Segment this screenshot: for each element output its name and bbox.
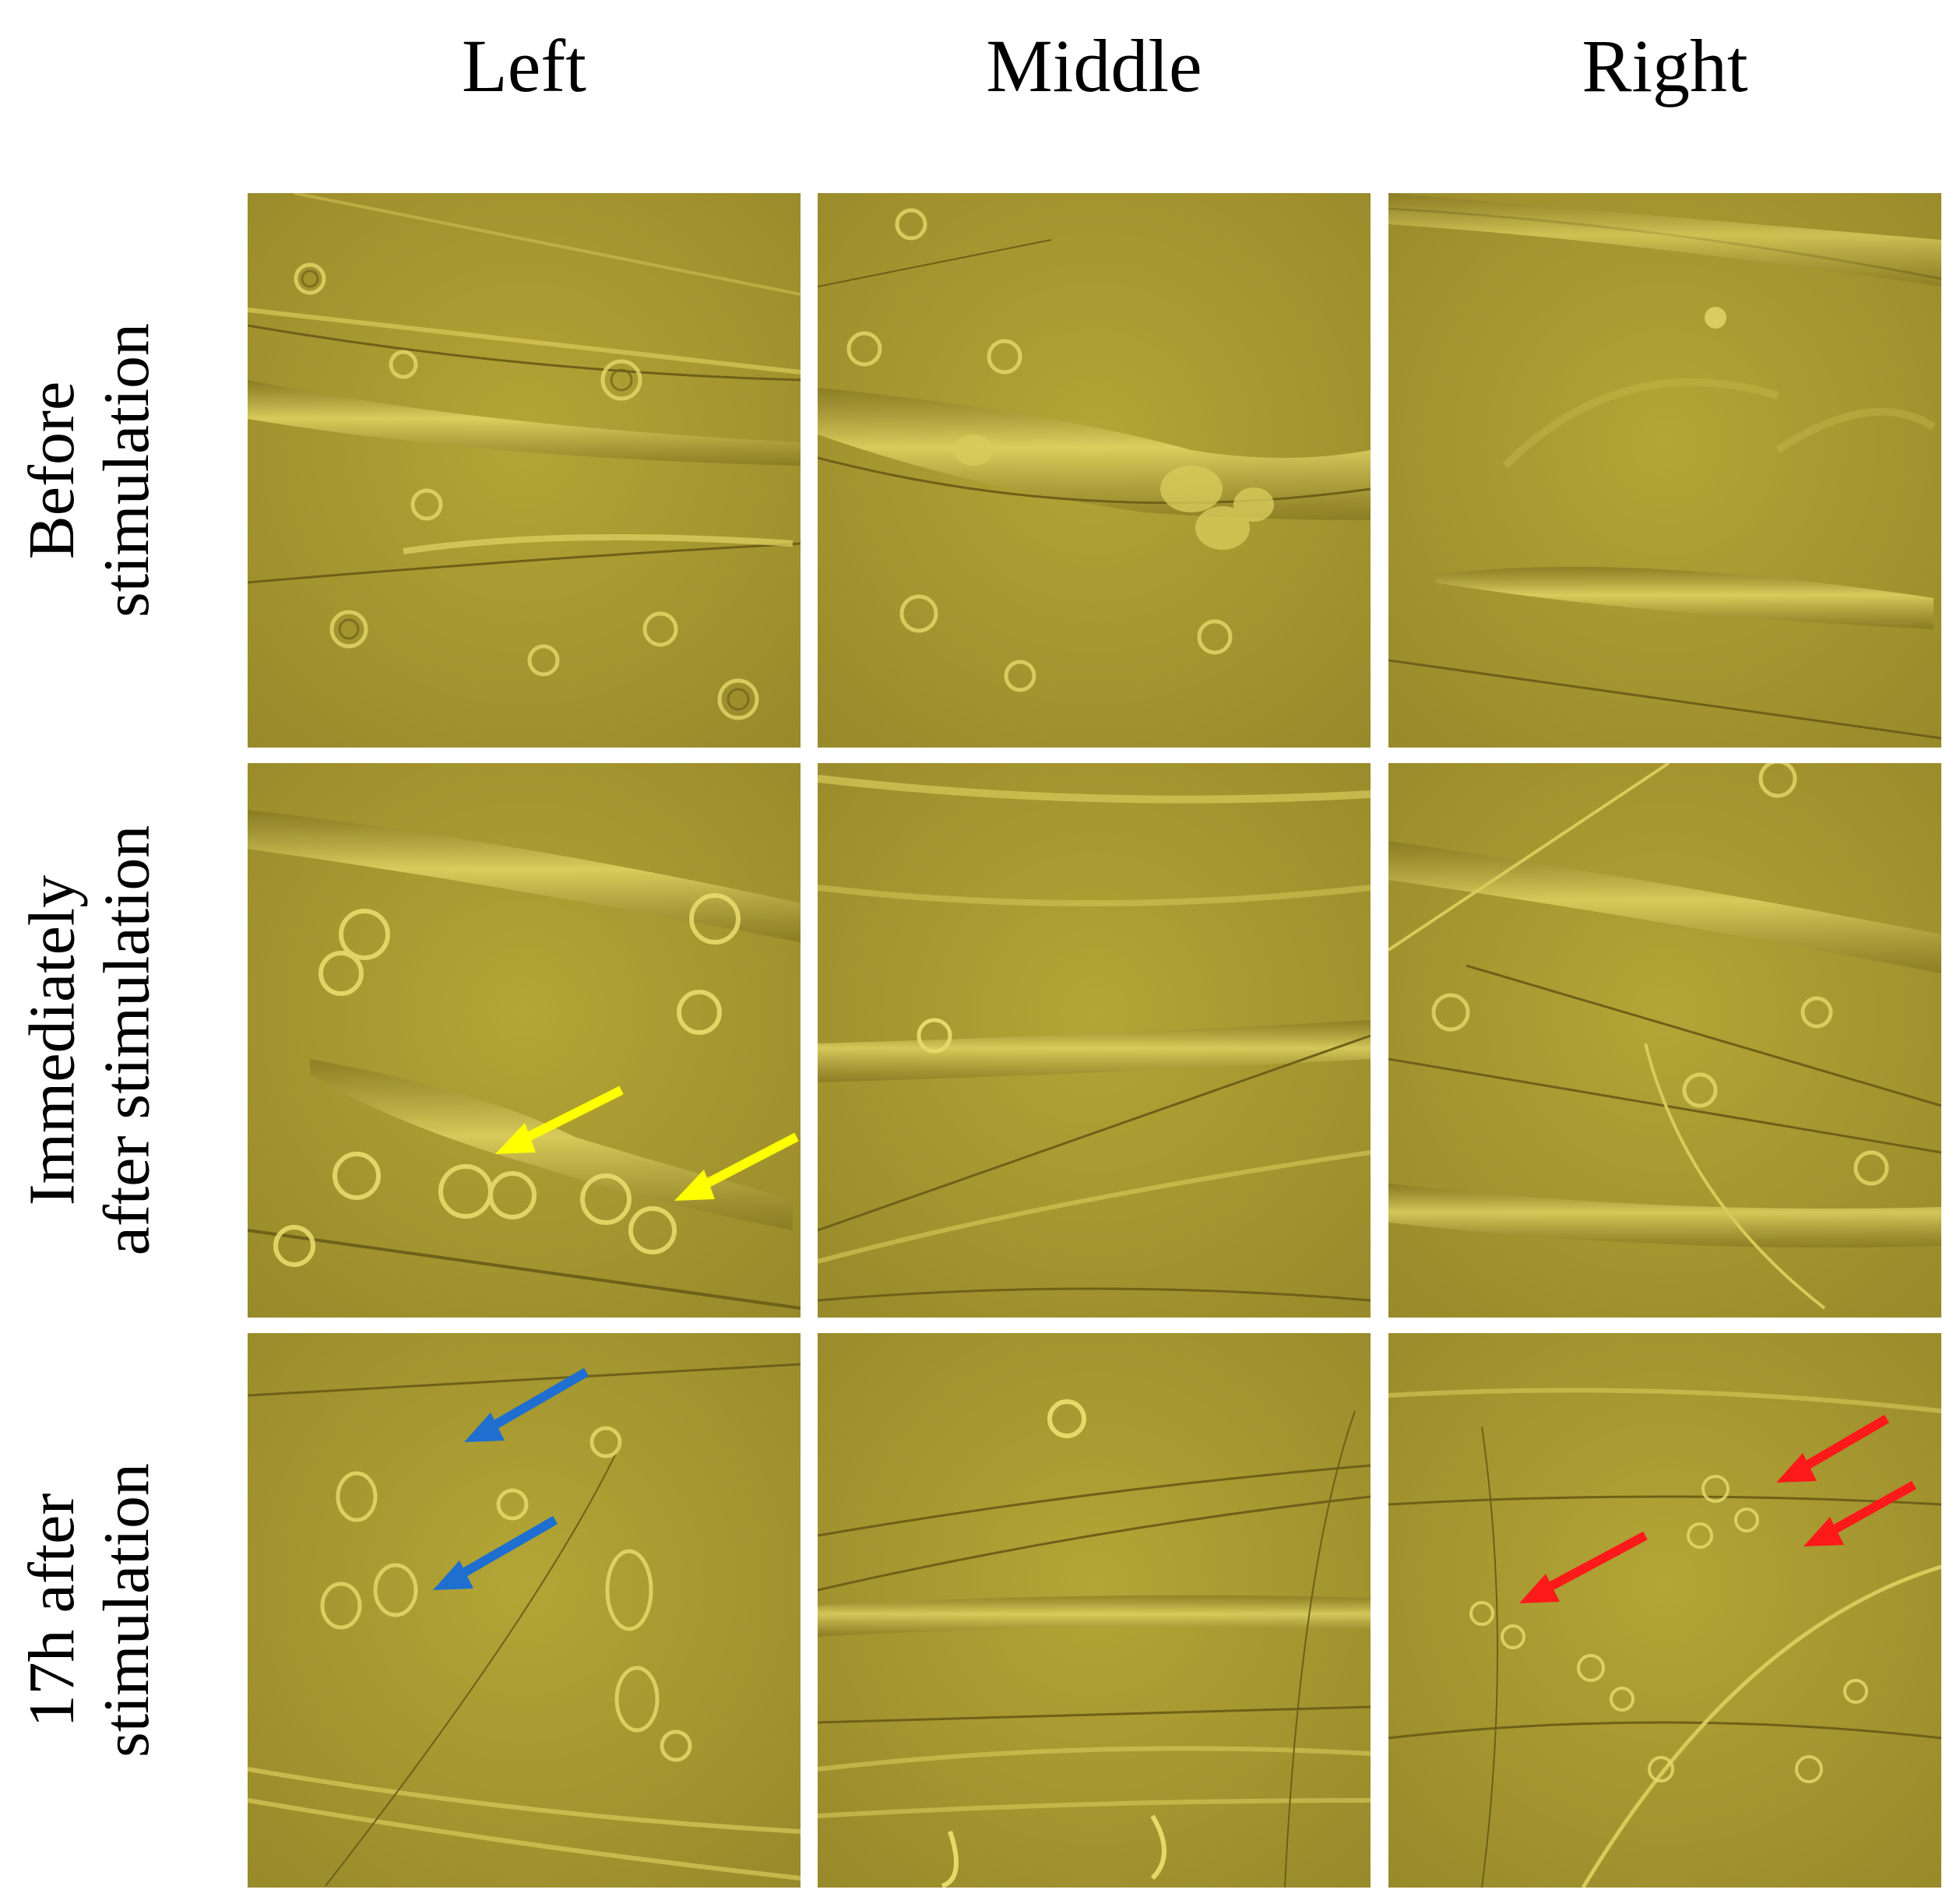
red-arrow-icon	[1519, 1531, 1648, 1603]
row-label-17h: 17h after stimulation	[0, 1333, 179, 1888]
panel-immediately-right	[1388, 763, 1941, 1318]
row-label-17h-line2: stimulation	[90, 1463, 163, 1758]
row-label-immediately-line2: after stimulation	[90, 825, 164, 1256]
row-label-before: Before stimulation	[0, 193, 179, 748]
column-header-right: Right	[1582, 24, 1748, 107]
panel-before-left	[248, 193, 801, 748]
panel-17h-middle	[818, 1333, 1371, 1888]
row-label-before-line1: Before	[16, 381, 88, 560]
blue-arrow-icon	[464, 1367, 589, 1442]
panel-immediately-middle	[818, 763, 1371, 1318]
blue-arrow-icon	[433, 1515, 558, 1590]
panel-before-right	[1388, 193, 1941, 748]
row-label-before-line2: stimulation	[90, 323, 163, 618]
row-label-17h-line1: 17h after	[16, 1493, 88, 1728]
column-header-left: Left	[462, 24, 586, 107]
panel-17h-left	[248, 1333, 801, 1888]
yellow-arrow-icon	[674, 1132, 799, 1201]
yellow-arrow-icon	[495, 1085, 624, 1154]
panel-before-middle	[818, 193, 1371, 748]
row-label-immediately: Immediately after stimulation	[0, 763, 179, 1318]
panel-immediately-left	[248, 763, 801, 1318]
panel-17h-right	[1388, 1333, 1941, 1888]
red-arrow-icon	[1776, 1414, 1890, 1483]
red-arrow-icon	[1803, 1480, 1916, 1546]
column-header-middle: Middle	[986, 24, 1202, 107]
row-label-immediately-line1: Immediately	[16, 874, 89, 1206]
